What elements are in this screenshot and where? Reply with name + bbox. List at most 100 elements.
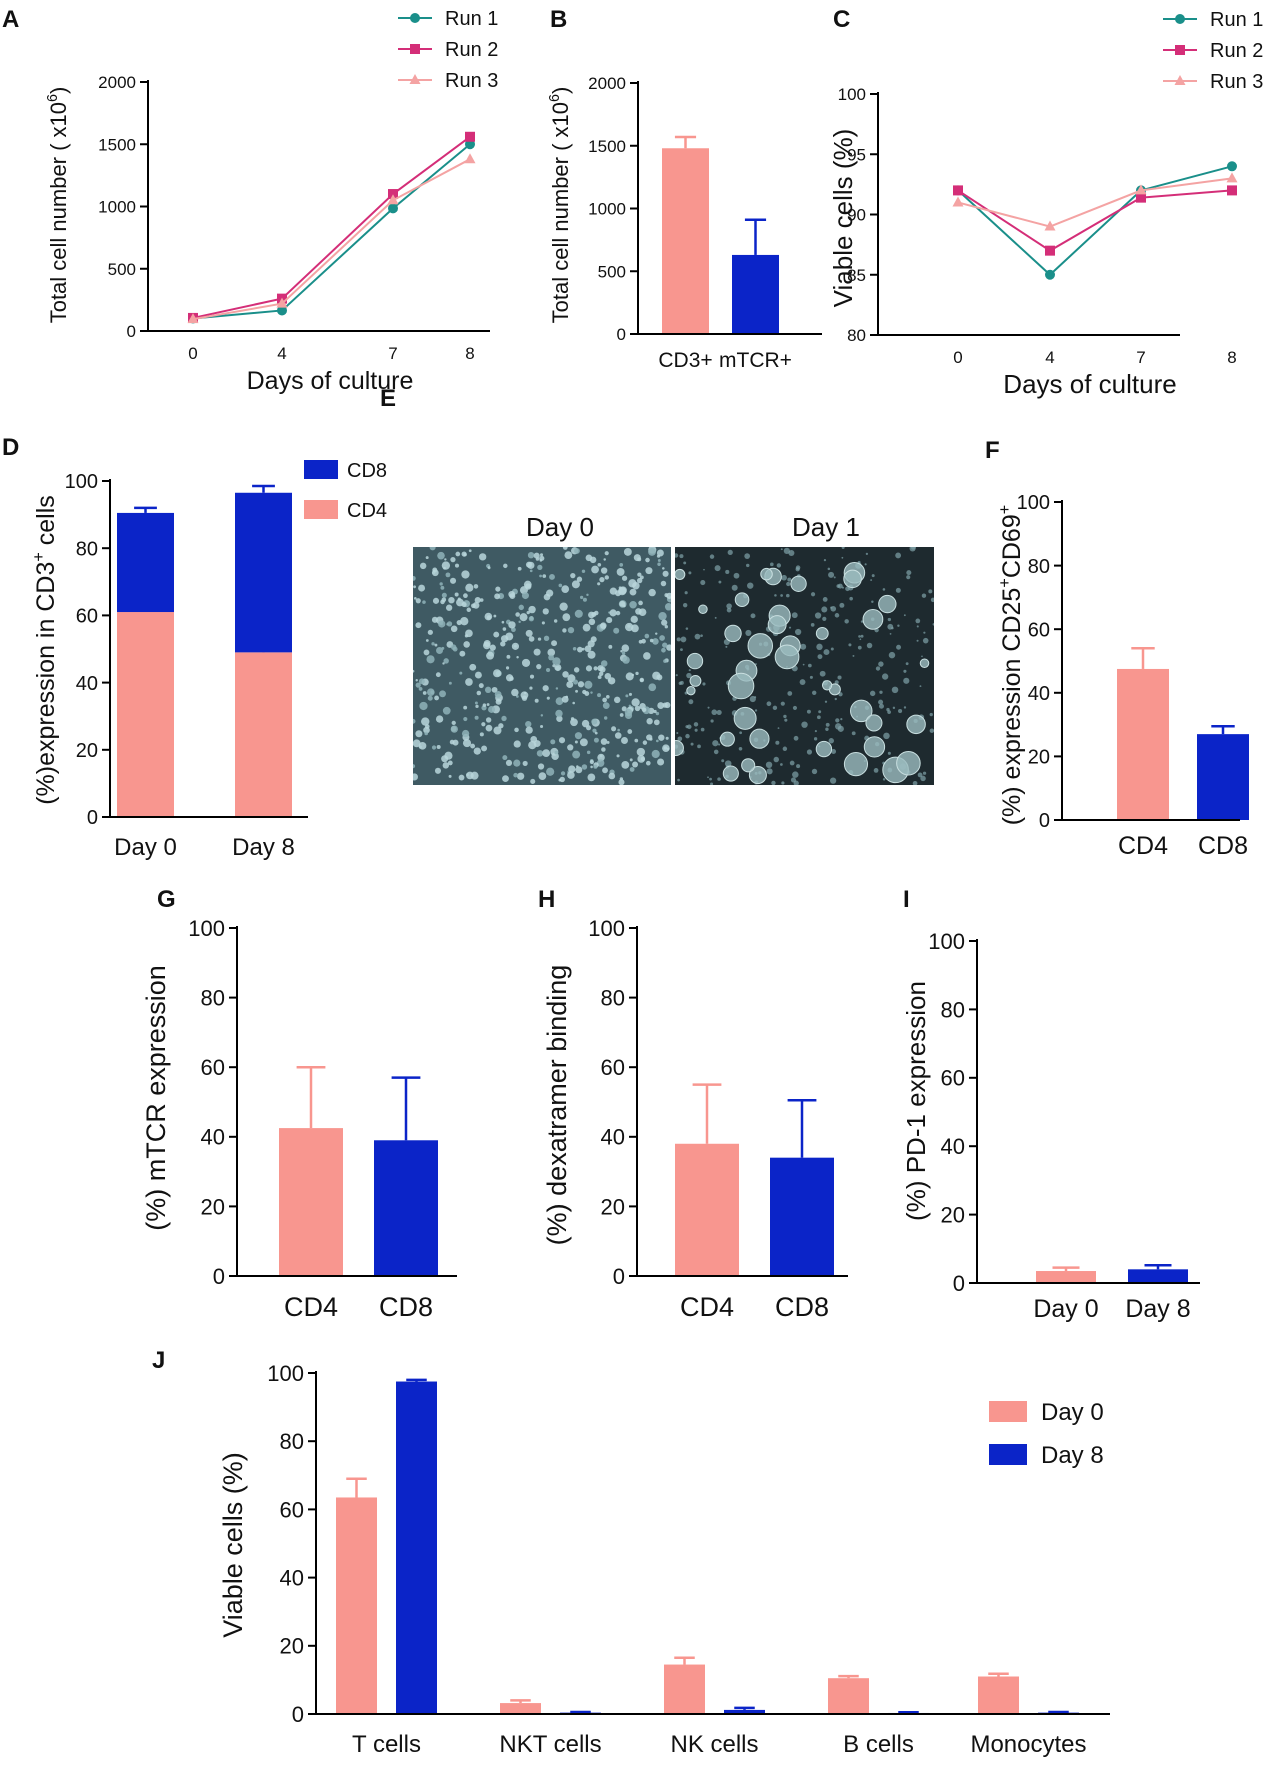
cell [582,597,587,602]
cell [603,716,608,720]
cell [597,562,602,567]
cell [562,628,567,633]
y-axis-label: Viable cells (%) [828,129,858,308]
cell [567,674,576,683]
cell [684,591,688,595]
cell [709,554,715,559]
cell [465,629,473,638]
cell [712,740,719,747]
cell [579,738,588,747]
cell [702,682,706,686]
cell [787,691,793,696]
cell [611,726,617,732]
y-tick-label: 1000 [588,200,626,219]
cell [682,602,688,608]
cell [823,559,827,562]
cell [465,583,474,592]
cell [810,622,815,627]
cell [546,667,551,673]
cell-cluster [733,706,757,730]
cell [493,669,502,678]
cell [903,614,906,617]
cell [427,629,433,635]
cell [915,618,921,624]
cell [575,766,583,774]
cell [765,761,773,769]
x-axis-label: Days of culture [247,367,414,395]
cell [621,575,628,581]
cell [495,698,502,705]
cell [653,719,660,726]
cell [655,739,659,743]
cell [664,702,671,709]
cell [458,774,465,781]
cell [744,553,751,560]
bar [662,148,709,334]
x-tick-label: 4 [277,344,286,363]
bar [279,1128,343,1276]
y-tick-label: 80 [1028,556,1050,578]
cell-cluster [727,672,755,700]
cell [621,651,626,655]
cell [637,572,642,577]
cell [792,705,798,710]
y-tick-label: 0 [292,1702,304,1727]
cell [561,695,569,703]
cell [516,772,525,780]
y-tick-label: 80 [941,997,965,1022]
cell [573,679,579,685]
legend-label: Run 2 [445,39,498,61]
data-point [1175,45,1185,55]
cell [460,617,469,626]
cell [721,759,725,763]
cell [523,580,532,589]
cell [440,599,445,605]
data-point [388,189,398,200]
y-tick-label: 85 [847,266,866,285]
y-tick-label: 80 [201,986,225,1011]
label-part: Total cell number ( x10 [46,102,71,323]
cell [834,723,842,730]
cell [906,575,911,580]
cell [621,644,630,652]
label-part: Viable cells (%) [828,129,858,308]
cell [590,691,593,694]
y-tick-label: 60 [1028,619,1050,641]
cell [889,632,892,635]
cell [536,750,544,757]
panel-e: E Day 0 Day 1 [380,385,934,785]
cell [474,715,479,720]
cell [546,696,550,700]
data-point [1227,161,1237,172]
cell [618,587,627,596]
cell [558,737,566,744]
cell [521,592,529,600]
cell [745,629,752,636]
cell [616,754,620,758]
cell [718,743,721,746]
cell [425,556,429,560]
panel-a: A 0 500 1000 1500 2000 0 4 7 8 Days of culture Run … [2,6,498,395]
cell [738,747,743,751]
y-tick-label: 20 [941,1203,965,1228]
cell [816,643,823,651]
bar [770,1157,834,1276]
cell [576,576,583,582]
cell [849,596,853,601]
data-point [187,313,199,324]
cell [432,567,438,573]
cell [658,734,665,741]
cell [559,602,568,611]
cell [478,683,484,689]
cell [799,679,806,686]
label-part: ) [548,87,573,94]
x-tick-label: NK cells [670,1731,758,1758]
cell [441,561,451,570]
cell [514,727,519,733]
cell [454,563,460,568]
cell [546,767,555,776]
y-axis-label: (%) dexatramer binding [542,965,572,1246]
cell-cluster [719,731,735,747]
bar-segment-CD8 [235,492,292,653]
cell [434,643,438,647]
